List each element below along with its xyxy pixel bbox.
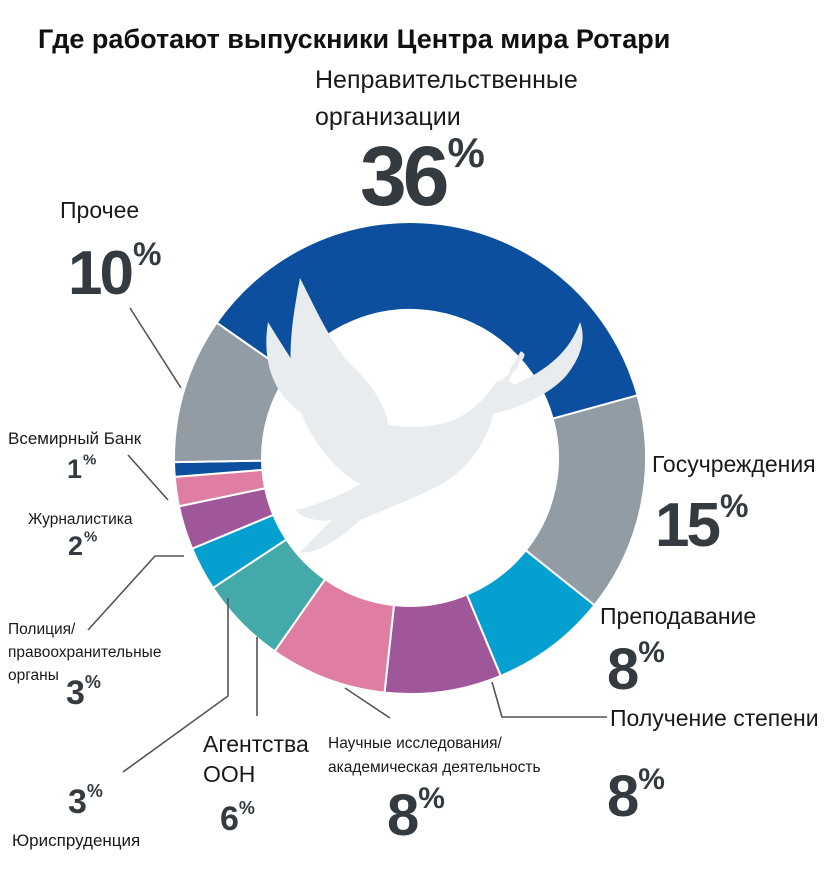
- label-преподавание: Преподавание 8%: [600, 603, 756, 702]
- slice-value: 36%: [360, 129, 484, 223]
- label-получение-степени: Получение степени 8%: [607, 705, 819, 829]
- slice-label-text: Прочее: [60, 197, 139, 223]
- slice-value: 15%: [655, 488, 748, 560]
- olive-leaf: [515, 353, 525, 363]
- slice-label-text: Неправительственные: [315, 66, 578, 94]
- label-агентства-оон: Агентства ООН 6%: [203, 731, 309, 838]
- slice-label-text: Научные исследования/: [328, 735, 503, 752]
- slice-11: [173, 321, 291, 464]
- slice-value: 8%: [607, 763, 664, 829]
- label-всемирный-банк: Всемирный Банк 1%: [8, 429, 142, 484]
- slice-label-text: правоохранительные: [8, 644, 161, 661]
- olive-leaf: [501, 375, 511, 385]
- label-научные-исследования-академическая-деятельность: Научные исследования/академическая деяте…: [328, 735, 541, 848]
- dove-icon: [266, 278, 583, 553]
- slice-label-text: Полиция/: [8, 621, 76, 638]
- leader-line: [87, 555, 184, 631]
- slice-label-text: ООН: [203, 761, 255, 787]
- olive-leaf: [509, 363, 519, 373]
- slice-value: 3%: [68, 781, 103, 821]
- slice-label-text: Агентства: [203, 731, 309, 757]
- label-госучреждения: Госучреждения 15%: [652, 451, 816, 560]
- leader-lines: [87, 307, 607, 773]
- slice-label-text: Преподавание: [600, 603, 756, 629]
- slice-label-text: Журналистика: [28, 511, 133, 528]
- slice-value: 10%: [68, 236, 161, 308]
- label-полиция-правоохранительные-органы: Полиция/правоохранительные органы 3%: [8, 621, 161, 712]
- leader-line: [122, 598, 229, 773]
- slice-label-text: Получение степени: [610, 705, 819, 731]
- slice-label-text: Госучреждения: [652, 451, 816, 477]
- slice-value: 8%: [607, 636, 664, 702]
- label-прочее: Прочее 10%: [60, 197, 164, 308]
- slice-value: 1%: [67, 452, 96, 485]
- leader-line: [344, 687, 391, 719]
- slice-1: [215, 221, 639, 420]
- dove-wing-back: [266, 322, 338, 424]
- slice-label-text: Всемирный Банк: [8, 429, 142, 448]
- leader-line: [491, 681, 607, 718]
- slice-value: 2%: [68, 529, 97, 562]
- slice-value: 6%: [220, 798, 255, 838]
- chart-slices: [173, 221, 647, 695]
- dove-body: [296, 380, 518, 553]
- label-юриспруденция: Юриспруденция 3%: [12, 781, 140, 850]
- slice-value: 3%: [66, 672, 101, 712]
- dove-wing-right: [480, 322, 583, 416]
- leader-line: [129, 307, 182, 389]
- slice-label-text: академическая деятельность: [328, 759, 541, 776]
- slice-label-text: Юриспруденция: [12, 831, 140, 850]
- slice-label-text: организации: [315, 103, 461, 131]
- slice-label-text: органы: [8, 667, 59, 684]
- slice-value: 8%: [387, 782, 444, 848]
- chart-title: Где работают выпускники Центра мира Рота…: [38, 24, 670, 54]
- leader-line: [127, 454, 169, 501]
